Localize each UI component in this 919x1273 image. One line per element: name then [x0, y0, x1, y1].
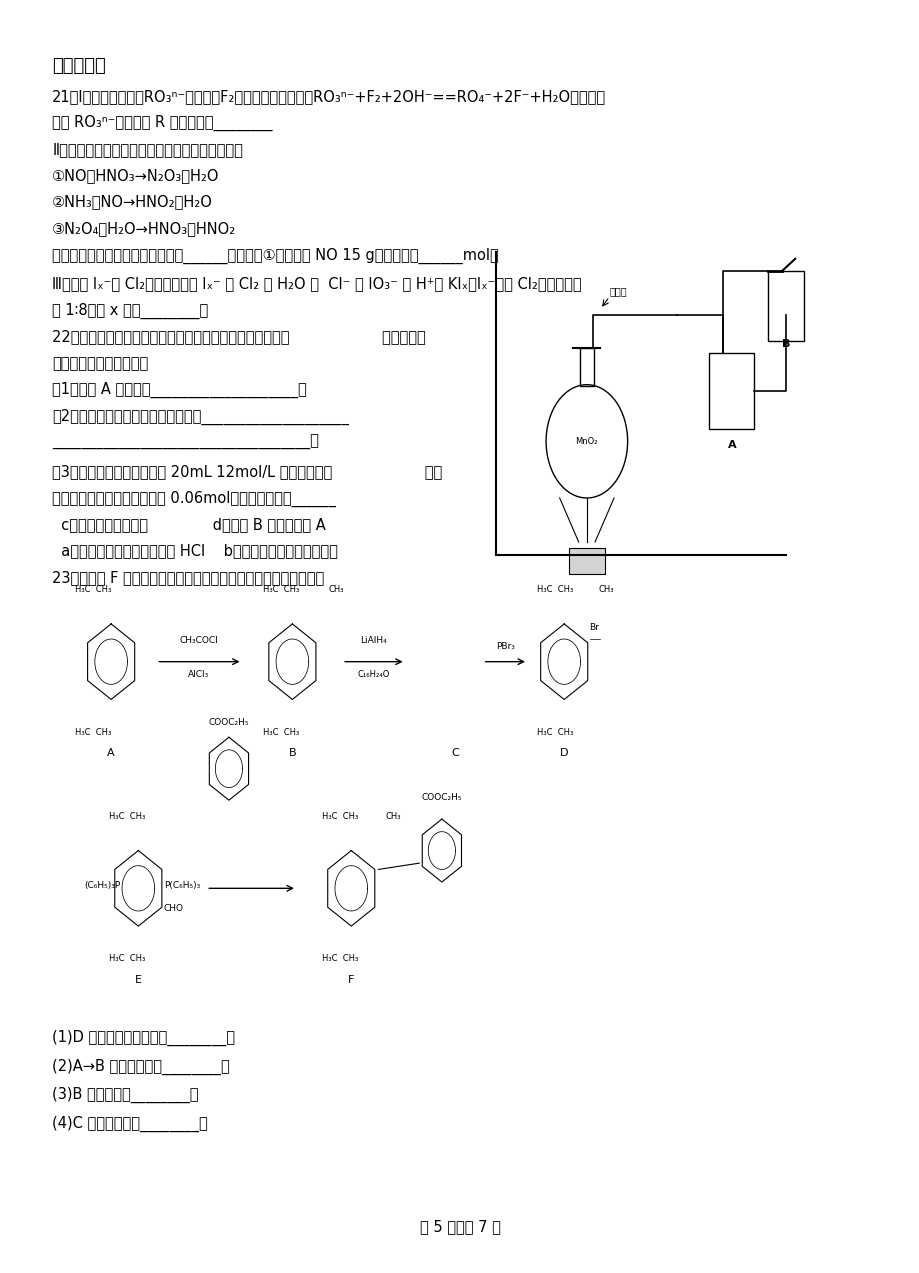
Text: 充分反应后收集到的氯气少于 0.06mol，其可能原因有______: 充分反应后收集到的氯气少于 0.06mol，其可能原因有______ [52, 490, 335, 507]
Text: 二、填空题: 二、填空题 [52, 57, 106, 75]
Text: (2)A→B 的反应类型是________。: (2)A→B 的反应类型是________。 [52, 1058, 230, 1074]
Text: 22．为了探究实验室制氯气过程中反应物与生成氯气之间量                    的关系，设: 22．为了探究实验室制氯气过程中反应物与生成氯气之间量 的关系，设 [52, 330, 425, 344]
Text: 第 5 页，共 7 页: 第 5 页，共 7 页 [419, 1220, 500, 1235]
Text: H₃C  CH₃: H₃C CH₃ [109, 955, 145, 964]
Text: Ⅲ、已知 Iₓ⁻和 Cl₂发生如下反应 Iₓ⁻ ＋ Cl₂ ＋ H₂O ＝  Cl⁻ ＋ IO₃⁻ ＋ H⁺若 KIₓ（Iₓ⁻）与 Cl₂的系数之比: Ⅲ、已知 Iₓ⁻和 Cl₂发生如下反应 Iₓ⁻ ＋ Cl₂ ＋ H₂O ＝ Cl… [52, 276, 581, 292]
Text: ___________________________________。: ___________________________________。 [52, 435, 319, 451]
Text: c．烧瓶中残留有氯气              d．装置 B 中液面高于 A: c．烧瓶中残留有氯气 d．装置 B 中液面高于 A [52, 517, 325, 532]
Text: D: D [560, 749, 568, 759]
Bar [767, 271, 803, 341]
Text: Ⅱ、某同学写出以下三个化学方程式（未配平）：: Ⅱ、某同学写出以下三个化学方程式（未配平）： [52, 141, 243, 157]
Text: 三个反应中，一定不可能实现的是______；在反应①中若消耗 NO 15 g，转移电子______mol。: 三个反应中，一定不可能实现的是______；在反应①中若消耗 NO 15 g，转… [52, 247, 498, 264]
Text: P(C₆H₅)₃: P(C₆H₅)₃ [164, 881, 199, 890]
Text: 23．化合物 F 是一种最新合成的溶瘤药物，可通过以下方法合成：: 23．化合物 F 是一种最新合成的溶瘤药物，可通过以下方法合成： [52, 570, 324, 584]
Text: a．加热使浓盐酸挥发出大量 HCl    b．盐酸变稀后不发生该反应: a．加热使浓盐酸挥发出大量 HCl b．盐酸变稀后不发生该反应 [52, 544, 338, 559]
Text: C₁₆H₂₄O: C₁₆H₂₄O [357, 670, 390, 679]
Text: H₃C  CH₃: H₃C CH₃ [109, 812, 145, 821]
Text: CH₃COCl: CH₃COCl [179, 635, 218, 645]
Text: CHO: CHO [164, 904, 184, 913]
Text: H₃C  CH₃: H₃C CH₃ [537, 728, 573, 737]
Text: ①NO＋HNO₃→N₂O₃＋H₂O: ①NO＋HNO₃→N₂O₃＋H₂O [52, 168, 220, 183]
Text: CH₃: CH₃ [385, 812, 401, 821]
Text: H₃C  CH₃: H₃C CH₃ [263, 586, 300, 594]
Text: 计了如右图所示的装置。: 计了如右图所示的装置。 [52, 355, 148, 370]
Text: COOC₂H₅: COOC₂H₅ [421, 793, 461, 802]
Text: (3)B 的分子式为________。: (3)B 的分子式为________。 [52, 1087, 199, 1104]
Bar [709, 353, 754, 429]
Text: H₃C  CH₃: H₃C CH₃ [537, 586, 573, 594]
Text: （1）装置 A 的名称是____________________。: （1）装置 A 的名称是____________________。 [52, 382, 307, 398]
Text: (1)D 中所含官能团名称为________。: (1)D 中所含官能团名称为________。 [52, 1030, 235, 1045]
Text: E: E [135, 975, 142, 985]
Text: B: B [781, 339, 789, 349]
Text: ③N₂O₄＋H₂O→HNO₃＋HNO₂: ③N₂O₄＋H₂O→HNO₃＋HNO₂ [52, 222, 236, 236]
Text: MnO₂: MnO₂ [575, 437, 597, 446]
Text: PBr₃: PBr₃ [495, 642, 515, 651]
Text: 为 1∶8，则 x 值为________。: 为 1∶8，则 x 值为________。 [52, 303, 209, 320]
Bar [579, 348, 594, 386]
Text: （2）该实验装置检查气密性的方法是____________________: （2）该实验装置检查气密性的方法是____________________ [52, 409, 348, 425]
Text: 浓盐酸: 浓盐酸 [609, 286, 627, 297]
Text: (C₆H₅)₃P: (C₆H₅)₃P [84, 881, 120, 890]
Text: H₃C  CH₃: H₃C CH₃ [263, 728, 300, 737]
Text: COOC₂H₅: COOC₂H₅ [209, 718, 249, 727]
Bar [568, 549, 605, 574]
Text: H₃C  CH₃: H₃C CH₃ [74, 728, 111, 737]
Text: ②NH₃＋NO→HNO₂＋H₂O: ②NH₃＋NO→HNO₂＋H₂O [52, 195, 213, 210]
Text: Br: Br [589, 624, 599, 633]
Text: CH₃: CH₃ [598, 586, 614, 594]
Text: B: B [289, 749, 296, 759]
Text: 21．Ⅰ、一定条件下，RO₃ⁿ⁻和氟气（F₂）可发生如下反应：RO₃ⁿ⁻+F₂+2OH⁻==RO₄⁻+2F⁻+H₂O，从而可: 21．Ⅰ、一定条件下，RO₃ⁿ⁻和氟气（F₂）可发生如下反应：RO₃ⁿ⁻+F₂+… [52, 89, 606, 104]
Text: (4)C 的结构简式为________。: (4)C 的结构简式为________。 [52, 1116, 208, 1133]
Text: 知在 RO₃ⁿ⁻中，元素 R 的化合价是________: 知在 RO₃ⁿ⁻中，元素 R 的化合价是________ [52, 116, 272, 131]
Text: LiAlH₄: LiAlH₄ [360, 635, 387, 645]
Text: H₃C  CH₃: H₃C CH₃ [322, 812, 358, 821]
Text: C: C [451, 749, 459, 759]
Text: F: F [347, 975, 354, 985]
Text: H₃C  CH₃: H₃C CH₃ [322, 955, 358, 964]
Text: A: A [727, 439, 735, 449]
Text: CH₃: CH₃ [328, 586, 344, 594]
Text: AlCl₃: AlCl₃ [188, 670, 210, 679]
Text: A: A [108, 749, 115, 759]
Text: H₃C  CH₃: H₃C CH₃ [74, 586, 111, 594]
Text: （3）如果将过量二氧化锰与 20mL 12mol/L 的盐酸混合加                    热，: （3）如果将过量二氧化锰与 20mL 12mol/L 的盐酸混合加 热， [52, 463, 442, 479]
